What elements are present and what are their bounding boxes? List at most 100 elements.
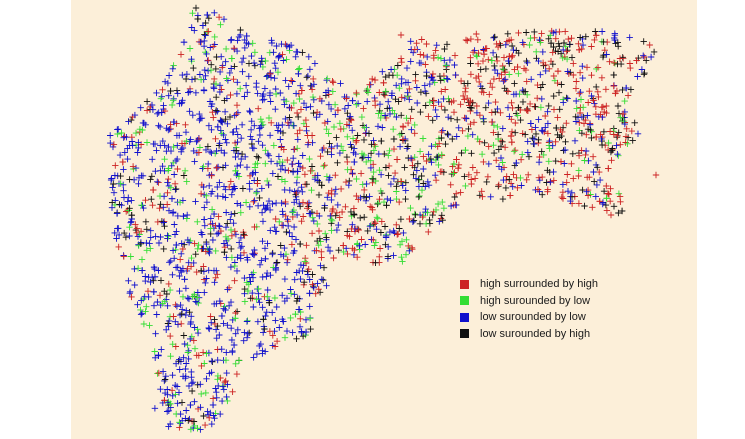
plus-marker [462,36,470,44]
plus-marker [172,186,179,193]
plus-marker [182,75,190,83]
plus-marker [233,308,241,315]
plus-marker [176,419,183,426]
plus-marker [247,133,254,140]
plus-marker [352,150,359,158]
plus-marker [259,142,266,149]
plus-marker [602,86,610,93]
plus-marker [196,110,203,118]
plus-marker [343,95,350,102]
plus-marker [194,329,202,337]
plus-marker [209,358,216,365]
plus-marker [385,98,392,105]
plus-marker [490,149,498,157]
plus-marker [356,242,363,249]
plus-marker [178,100,185,107]
plus-marker [389,107,396,114]
plus-marker [439,217,446,224]
plus-marker [177,51,185,58]
plus-marker [278,40,285,48]
plus-marker [627,86,635,93]
plus-marker [231,112,238,119]
plus-marker [537,39,544,46]
plus-marker [607,185,614,192]
plus-marker [287,286,294,293]
plus-marker [457,189,464,196]
plus-marker [226,183,233,191]
plus-marker [549,142,556,149]
plus-marker [225,302,233,309]
plus-marker [508,42,516,50]
plus-marker [166,126,173,133]
plus-marker [303,242,310,249]
plus-marker [493,40,500,48]
plus-marker [599,103,607,111]
plus-marker [152,354,159,361]
legend-label: high surrounded by high [480,278,599,291]
plus-marker [364,89,372,96]
plus-marker [197,404,204,411]
plus-marker [403,64,411,72]
plus-marker [191,27,198,34]
plus-marker [592,28,599,35]
plus-marker [473,53,481,60]
plus-marker [485,160,492,168]
plus-marker [499,159,506,166]
plus-marker [120,253,127,260]
plus-marker [139,172,147,179]
plus-marker [402,187,409,194]
plus-marker [174,264,181,271]
plus-marker [634,73,641,80]
plus-marker [316,235,323,242]
plus-marker [172,318,179,325]
plus-marker [213,394,220,401]
plus-marker [163,326,170,333]
plus-marker [402,195,409,203]
plus-marker [124,155,131,163]
plus-marker [453,190,460,197]
plus-marker [221,108,229,115]
plus-marker [511,147,519,154]
plus-marker [238,135,245,142]
plus-marker [331,101,339,108]
plus-marker [334,107,342,114]
plus-marker [302,316,310,323]
plus-marker [501,144,509,151]
plus-marker [588,134,595,142]
plus-marker [172,360,180,367]
plus-marker [280,57,287,64]
plus-marker [445,131,452,139]
plus-marker [530,135,538,143]
plus-marker [508,128,516,135]
plus-marker [486,91,493,98]
plus-marker [155,352,162,359]
plus-marker [583,131,590,138]
plus-marker [205,122,213,129]
plus-marker [407,155,415,162]
plus-marker [386,147,393,154]
plus-marker [179,293,187,300]
plus-marker [272,106,279,113]
plus-marker [207,67,215,74]
plus-marker [336,149,344,157]
plus-marker [171,221,178,228]
plus-marker [177,420,184,427]
plus-marker [212,274,219,281]
plus-marker [327,212,334,220]
plus-marker [315,191,323,199]
plus-marker [398,94,405,101]
plus-marker [192,4,200,12]
plus-marker [167,353,174,360]
plus-marker [185,382,193,390]
plus-marker [336,120,344,127]
plus-marker [317,238,324,245]
plus-marker [107,139,114,147]
plus-marker [584,112,591,119]
plus-marker [370,168,377,176]
plus-marker [345,102,352,109]
plus-marker [450,97,457,105]
plus-marker [211,279,218,286]
plus-marker [207,230,214,238]
plus-marker [157,95,165,102]
plus-marker [384,253,392,260]
